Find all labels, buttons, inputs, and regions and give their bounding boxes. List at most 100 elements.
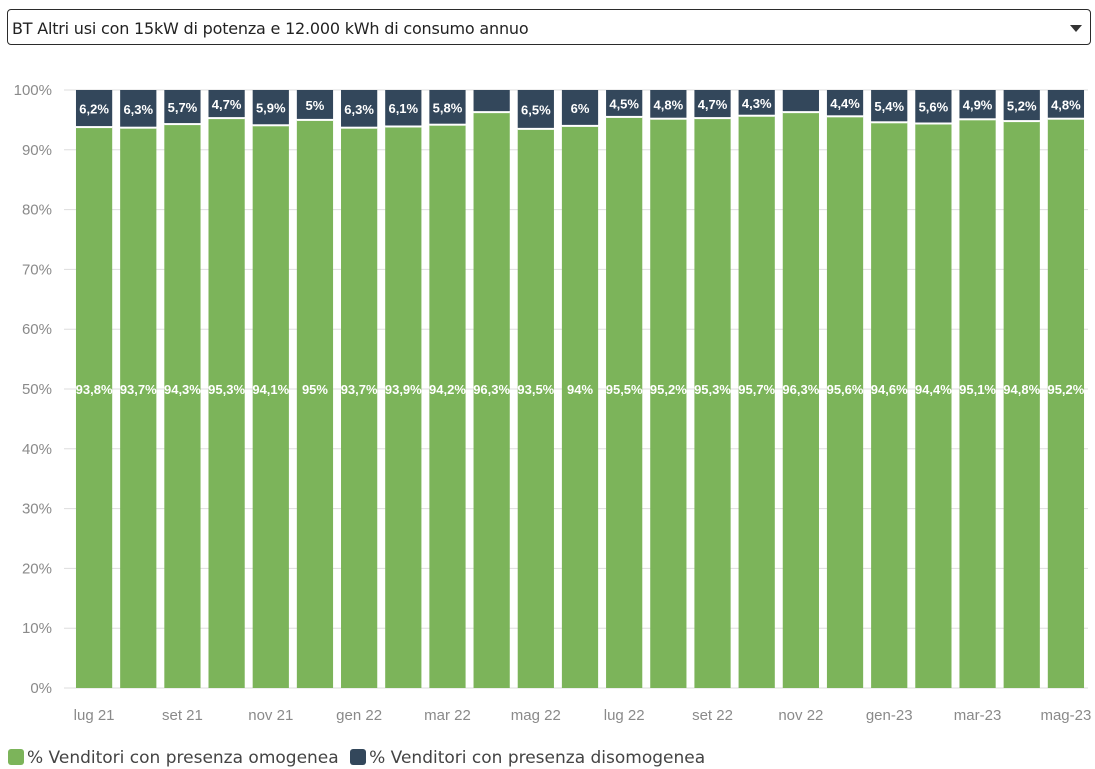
data-label-omogenea: 94%: [567, 382, 593, 397]
bar-disomogenea: [1047, 90, 1085, 118]
bar-omogenea: [650, 118, 687, 689]
bar-disomogenea: [871, 90, 908, 122]
data-label-omogenea: 95,7%: [738, 382, 775, 397]
bar-disomogenea: [341, 90, 378, 127]
x-tick-label: lug 21: [74, 707, 115, 724]
data-label-disomogenea: 4,3%: [742, 96, 772, 111]
bar-omogenea: [429, 124, 466, 688]
x-tick-label: set 21: [162, 707, 203, 724]
data-label-omogenea: 94,2%: [429, 382, 466, 397]
bar-disomogenea: [826, 90, 864, 116]
data-label-disomogenea: 6,2%: [79, 102, 109, 117]
x-tick-label: nov 21: [248, 707, 293, 724]
data-label-disomogenea: 4,7%: [212, 97, 242, 112]
bar-omogenea: [341, 127, 378, 688]
data-label-omogenea: 93,7%: [341, 382, 378, 397]
bar-separator: [296, 118, 334, 121]
y-tick-label: 20%: [22, 560, 52, 577]
data-label-disomogenea: 6,1%: [388, 101, 418, 116]
data-label-omogenea: 95%: [302, 382, 328, 397]
bar-omogenea: [782, 112, 819, 689]
bar-separator: [517, 127, 554, 130]
bar-omogenea: [473, 112, 510, 689]
data-label-omogenea: 94,3%: [164, 382, 201, 397]
bar-disomogenea: [915, 90, 952, 123]
x-tick-label: mag 22: [511, 707, 561, 724]
data-label-omogenea: 95,1%: [959, 382, 996, 397]
legend-label-omogenea: % Venditori con presenza omogenea: [27, 748, 339, 768]
bar-separator: [208, 117, 245, 120]
bar-omogenea: [164, 124, 201, 688]
bar-omogenea: [1003, 121, 1040, 688]
bar-omogenea: [208, 118, 245, 688]
y-tick-label: 10%: [22, 620, 52, 637]
x-tick-label: gen-23: [866, 707, 913, 724]
data-label-omogenea: 94,1%: [252, 382, 289, 397]
bar-separator: [341, 126, 378, 129]
bar-disomogenea: [738, 90, 775, 115]
data-label-omogenea: 93,5%: [517, 382, 554, 397]
data-label-omogenea: 95,2%: [650, 382, 687, 397]
bar-omogenea: [75, 127, 113, 689]
legend-label-disomogenea: % Venditori con presenza disomogenea: [369, 748, 706, 768]
data-label-omogenea: 95,3%: [694, 382, 731, 397]
y-tick-label: 60%: [22, 321, 52, 338]
bar-disomogenea: [296, 90, 334, 119]
bar-disomogenea: [959, 90, 996, 119]
data-label-disomogenea: 4,4%: [830, 96, 860, 111]
stacked-bar-chart: 0% 10% 20% 30% 40% 50% 60% 70% 80% 90% 100% 93,8% 6,…: [14, 82, 1092, 724]
x-tick-label: gen 22: [336, 707, 382, 724]
bar-separator: [385, 125, 422, 128]
bar-separator: [473, 111, 510, 114]
bar-omogenea: [826, 116, 864, 688]
bar-disomogenea: [606, 90, 643, 116]
bar-separator: [252, 124, 289, 127]
bar-separator: [959, 118, 996, 121]
bar-disomogenea: [429, 90, 466, 124]
caret-down-icon[interactable]: [1070, 25, 1082, 32]
data-label-omogenea: 94,8%: [1003, 382, 1040, 397]
legend-swatch-disomogenea: [350, 749, 367, 765]
data-label-disomogenea: 4,8%: [1051, 97, 1081, 112]
bar-omogenea: [561, 125, 599, 688]
bar-disomogenea: [1003, 90, 1040, 121]
bar-separator: [1047, 117, 1085, 120]
x-tick-label: lug 22: [604, 707, 645, 724]
data-label-disomogenea: 4,9%: [963, 98, 993, 113]
bar-omogenea: [517, 128, 554, 688]
selector-value: BT Altri usi con 15kW di potenza e 12.00…: [12, 19, 529, 38]
bar-disomogenea: [561, 90, 599, 125]
data-label-disomogenea: 5,2%: [1007, 99, 1037, 114]
bar-omogenea: [915, 123, 952, 689]
bar-omogenea: [385, 126, 422, 688]
data-label-omogenea: 95,2%: [1047, 382, 1084, 397]
bar-omogenea: [252, 125, 289, 689]
x-tick-label: mar 22: [424, 707, 471, 724]
bar-omogenea: [694, 118, 731, 688]
data-label-disomogenea: 5,4%: [874, 99, 904, 114]
tariff-selector[interactable]: BT Altri usi con 15kW di potenza e 12.00…: [7, 9, 1091, 45]
bar-separator: [694, 117, 731, 120]
bar-disomogenea: [517, 90, 554, 128]
bar-omogenea: [959, 119, 996, 688]
bar-omogenea: [120, 127, 157, 688]
data-label-omogenea: 95,5%: [606, 382, 643, 397]
bar-disomogenea: [164, 90, 201, 124]
bar-disomogenea: [782, 90, 819, 112]
data-label-disomogenea: 6%: [571, 101, 590, 116]
y-tick-label: 100%: [14, 82, 52, 99]
legend-swatch-omogenea: [8, 749, 24, 765]
bar-omogenea: [871, 122, 908, 689]
bar-disomogenea: [75, 90, 113, 127]
legend-item-disomogenea[interactable]: % Venditori con presenza disomogenea: [350, 748, 705, 768]
data-label-disomogenea: 4,7%: [698, 97, 728, 112]
data-label-omogenea: 96,3%: [782, 382, 819, 397]
legend-item-omogenea[interactable]: % Venditori con presenza omogenea: [8, 748, 339, 768]
bar-separator: [120, 126, 157, 129]
y-tick-label: 50%: [22, 381, 52, 398]
bar-separator: [782, 111, 819, 114]
data-label-omogenea: 93,8%: [76, 382, 113, 397]
bar-separator: [75, 126, 113, 129]
y-tick-label: 0%: [30, 680, 52, 697]
data-label-disomogenea: 4,8%: [654, 97, 684, 112]
